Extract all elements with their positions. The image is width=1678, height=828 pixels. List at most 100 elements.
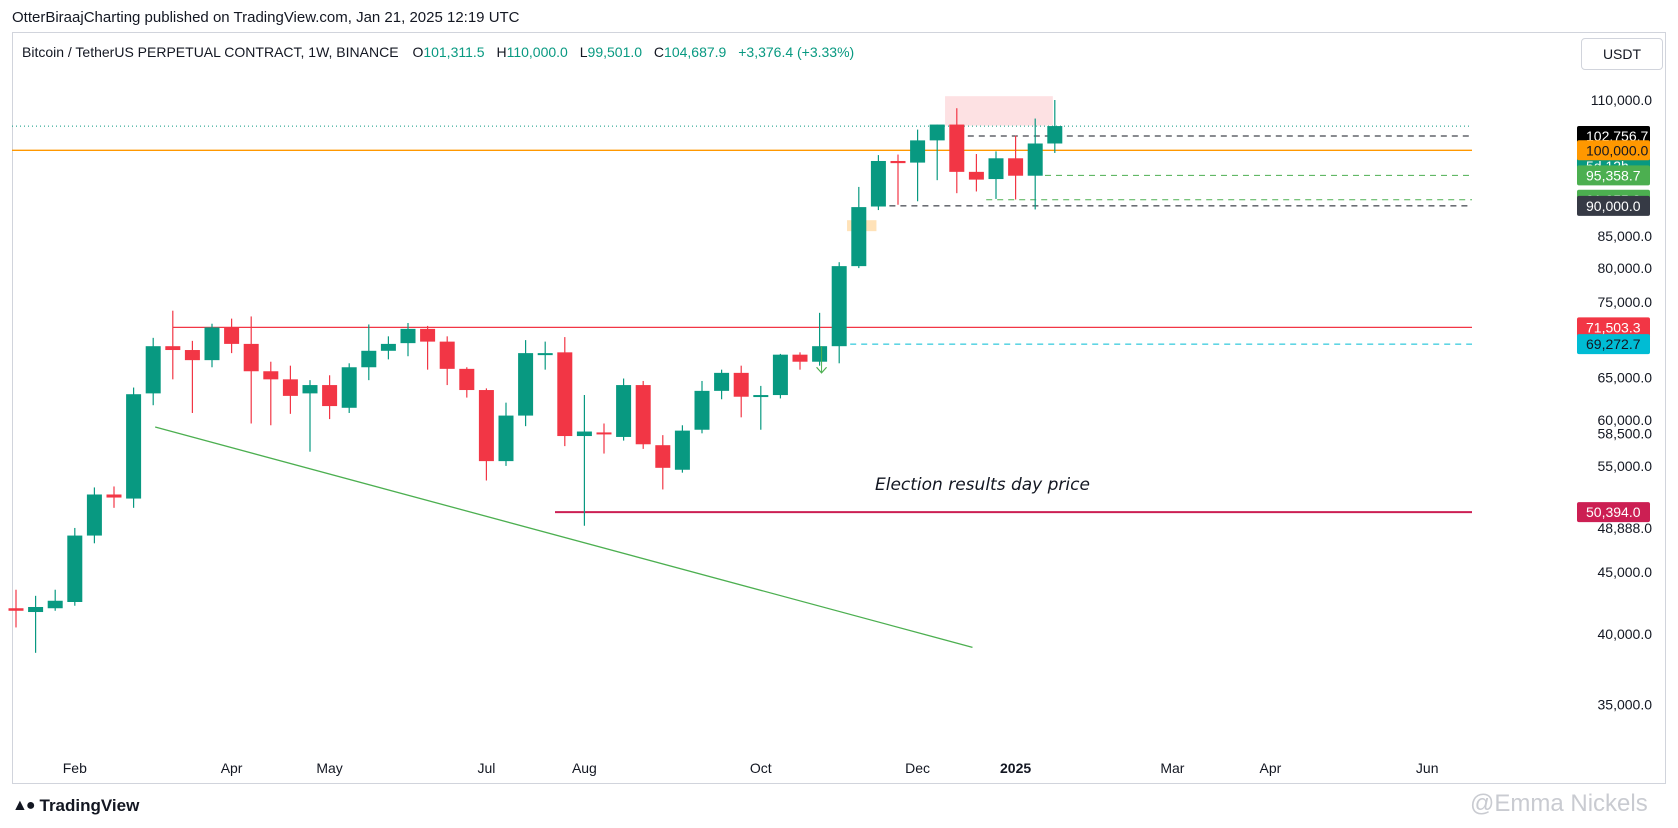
candle-body xyxy=(518,353,534,416)
candle-body xyxy=(890,160,906,164)
y-tick-label: 58,500.0 xyxy=(1598,425,1653,441)
candle-body xyxy=(792,354,808,362)
level-tag-text: 90,000.0 xyxy=(1586,198,1641,214)
candle-body xyxy=(694,390,710,430)
y-tick-label: 48,888.0 xyxy=(1598,520,1653,536)
price-levels xyxy=(12,125,1472,648)
candle-body xyxy=(831,266,847,347)
candle-body xyxy=(243,343,259,372)
tradingview-logo-text: TradingView xyxy=(39,796,140,815)
tradingview-logo[interactable]: ▲● TradingView xyxy=(12,796,139,816)
candle-body xyxy=(753,395,769,398)
annotations: Election results day price xyxy=(816,346,1090,495)
y-tick-label: 60,000.0 xyxy=(1598,412,1653,428)
open-label: O xyxy=(412,44,424,60)
annotation-arrowhead xyxy=(816,366,828,374)
candle-body xyxy=(459,368,475,391)
candle-body xyxy=(322,385,338,407)
high-value: 110,000.0 xyxy=(506,44,568,60)
x-tick-label: Oct xyxy=(750,760,772,776)
candle-body xyxy=(165,346,181,351)
level-tag-bg xyxy=(1577,317,1650,338)
x-tick-label: 2025 xyxy=(1000,760,1031,776)
level-tag: 71,503.3 xyxy=(1577,317,1650,338)
level-tag-text: 95,358.7 xyxy=(1586,167,1641,183)
y-tick-label: 75,000.0 xyxy=(1598,294,1653,310)
candle-body xyxy=(733,372,749,397)
candle-body xyxy=(851,207,867,267)
candle-body xyxy=(8,608,24,611)
candle-body xyxy=(596,432,612,435)
x-tick-label: Jul xyxy=(477,760,495,776)
symbol-title[interactable]: Bitcoin / TetherUS PERPETUAL CONTRACT, 1… xyxy=(22,44,399,60)
candle-body xyxy=(870,160,886,207)
candle-body xyxy=(1008,158,1024,176)
close-label: C xyxy=(653,44,665,60)
ohlc-legend: Bitcoin / TetherUS PERPETUAL CONTRACT, 1… xyxy=(22,44,862,60)
y-tick-label: 40,000.0 xyxy=(1598,626,1653,642)
level-tag: 95,358.7 xyxy=(1577,165,1650,186)
candle-body xyxy=(184,350,200,361)
level-tag: 90,000.0 xyxy=(1577,195,1650,216)
x-tick-label: Feb xyxy=(63,760,87,776)
x-tick-label: Jun xyxy=(1416,760,1439,776)
watermark: @Emma Nickels xyxy=(1470,790,1648,817)
level-tag-text: 100,000.0 xyxy=(1586,142,1648,158)
level-tag-bg xyxy=(1577,165,1650,186)
candle-body xyxy=(126,394,142,499)
candle-body xyxy=(576,431,592,437)
candle-body xyxy=(400,328,416,344)
candle-body xyxy=(714,372,730,391)
candle-body xyxy=(968,171,984,180)
level-tag-bg xyxy=(1577,195,1650,216)
x-tick-label: Mar xyxy=(1160,760,1184,776)
candle-body xyxy=(420,328,436,342)
level-tag-text: 69,272.7 xyxy=(1586,336,1641,352)
publisher-line: OtterBiraajCharting published on Trading… xyxy=(12,9,520,26)
y-tick-label: 85,000.0 xyxy=(1598,228,1653,244)
candles xyxy=(8,100,1063,653)
trend-line xyxy=(154,426,973,648)
candle-body xyxy=(361,350,377,368)
candle-body xyxy=(204,327,220,361)
chart-frame xyxy=(12,32,1666,784)
candle-body xyxy=(439,341,455,369)
price-axis: 110,000.0 85,000.0 80,000.0 75,000.0 65,000.… xyxy=(1591,92,1652,712)
candle-body xyxy=(478,390,494,462)
candle-body xyxy=(1027,143,1043,176)
candle-body xyxy=(145,346,161,394)
low-label: L xyxy=(579,44,588,60)
tradingview-icon: ▲● xyxy=(12,797,35,814)
candle-body xyxy=(988,158,1004,180)
candle-body xyxy=(655,445,671,468)
y-tick-label: 80,000.0 xyxy=(1598,260,1653,276)
candle-body xyxy=(635,385,651,445)
candle-body xyxy=(67,535,83,602)
candle-body xyxy=(674,430,690,470)
y-tick-label: 35,000.0 xyxy=(1598,696,1653,712)
candle-body xyxy=(28,606,44,613)
candle-body xyxy=(282,379,298,396)
level-tag-bg xyxy=(1577,140,1650,161)
candle-body xyxy=(537,353,553,356)
currency-button[interactable]: USDT xyxy=(1581,38,1663,70)
candle-body xyxy=(106,494,122,498)
x-tick-label: Apr xyxy=(1260,760,1282,776)
level-tag: 69,272.7 xyxy=(1577,334,1650,355)
candle-body xyxy=(910,140,926,163)
candle-body xyxy=(772,354,788,396)
candle-body xyxy=(557,352,573,437)
x-tick-label: Apr xyxy=(221,760,243,776)
candle-body xyxy=(498,415,514,462)
candle-body xyxy=(616,385,632,437)
y-tick-label: 55,000.0 xyxy=(1598,458,1653,474)
price-tags: 104,687.95d 12h102,756.7100,000.095,358.… xyxy=(1577,125,1650,523)
candle-body xyxy=(929,124,945,141)
low-value: 99,501.0 xyxy=(587,44,643,60)
candle-body xyxy=(341,367,357,408)
level-tag: 50,394.0 xyxy=(1577,502,1650,523)
level-tag-text: 71,503.3 xyxy=(1586,319,1641,335)
resistance-zone xyxy=(945,96,1053,126)
candle-body xyxy=(380,343,396,351)
